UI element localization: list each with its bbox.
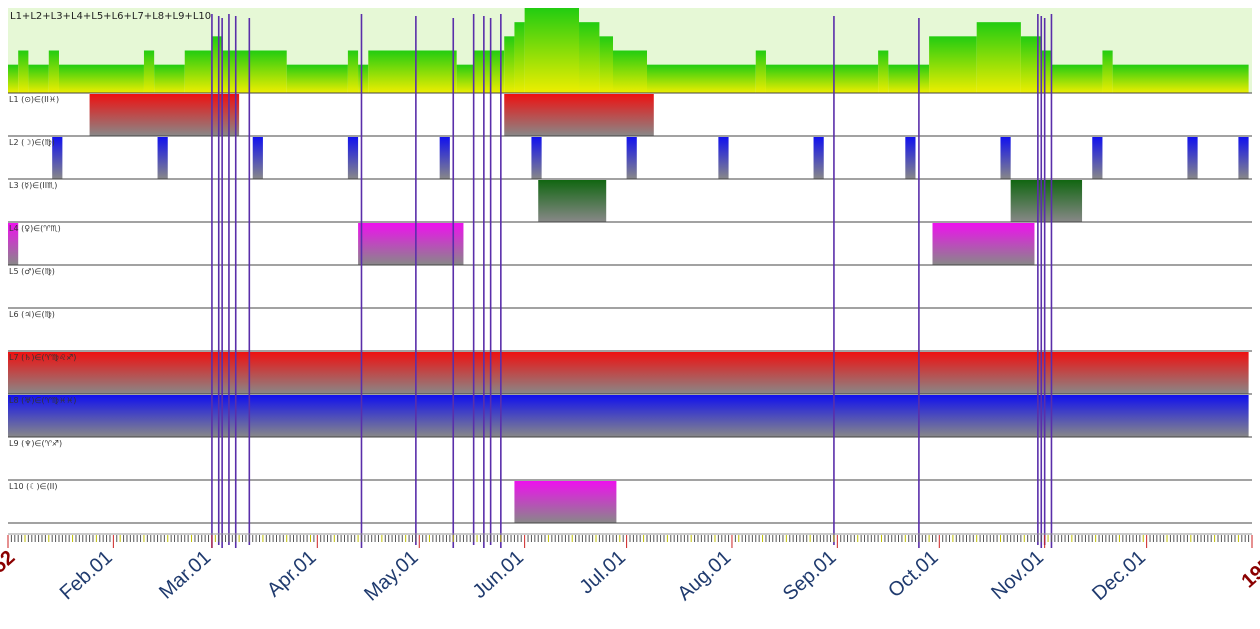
row-labels: L1+L2+L3+L4+L5+L6+L7+L8+L9+L10 L1 (⊙)∈(II… — [9, 11, 211, 491]
axis-year-end-label: 1953 — [1238, 546, 1260, 592]
row-segment — [626, 137, 637, 179]
axis-tick-label: Dec.01 — [1088, 546, 1150, 605]
row-segment — [8, 352, 1249, 394]
sum-step — [154, 64, 185, 93]
row-segment — [8, 223, 19, 265]
sum-step — [1102, 50, 1113, 93]
row-segment — [1238, 137, 1249, 179]
row-segment — [1000, 137, 1011, 179]
sum-step — [579, 22, 600, 94]
row-segment — [1092, 137, 1103, 179]
axis-tick-label: Apr.01 — [263, 546, 321, 601]
axis-tick-label: Mar.01 — [155, 546, 215, 603]
row-segment — [347, 137, 359, 179]
sum-step — [514, 22, 525, 94]
axis-year-start-label: 1952 — [0, 546, 19, 592]
sum-step — [368, 50, 457, 93]
sum-step — [888, 64, 930, 93]
row-label: L2 (☽)∈(♍) — [9, 138, 55, 147]
row-label: L9 (♆)∈(♈♐) — [9, 439, 62, 448]
axis-tick-label: Aug.01 — [673, 546, 735, 605]
row-segment — [932, 223, 1035, 265]
row-segment — [514, 481, 617, 523]
sum-step — [18, 50, 29, 93]
sum-step — [599, 36, 614, 93]
sum-step — [1112, 64, 1249, 93]
axis-tick-label: Sep.01 — [779, 546, 841, 605]
axis-tick-label: Jul.01 — [576, 546, 630, 598]
sum-step — [473, 50, 505, 93]
sum-step — [358, 64, 369, 93]
row-segment — [439, 137, 450, 179]
row-segment — [813, 137, 824, 179]
axis-tick-label: Oct.01 — [884, 546, 943, 602]
sum-row-label: L1+L2+L3+L4+L5+L6+L7+L8+L9+L10 — [10, 11, 211, 22]
sum-step — [1020, 36, 1042, 93]
row-bands — [8, 94, 1252, 524]
axis-tick-label: Nov.01 — [987, 546, 1048, 604]
event-lines — [211, 14, 1053, 548]
sum-step — [143, 50, 155, 93]
sum-step — [755, 50, 766, 93]
row-segment — [358, 223, 464, 265]
row-label: L3 (☿)∈(II♏) — [9, 181, 57, 190]
row-segment — [89, 94, 240, 136]
row-label: L10 (☾)∈(II) — [9, 482, 58, 491]
sum-step — [878, 50, 889, 93]
row-segment — [157, 137, 168, 179]
sum-step — [976, 22, 1021, 94]
sum-step — [613, 50, 647, 93]
row-segment — [718, 137, 729, 179]
row-segment — [504, 94, 654, 136]
sum-step — [222, 50, 287, 93]
sum-step — [28, 64, 49, 93]
sum-step — [8, 64, 19, 93]
sum-step — [347, 50, 359, 93]
sum-step — [765, 64, 879, 93]
sum-step — [184, 50, 212, 93]
sum-step — [1041, 50, 1052, 93]
row-label: L6 (♃)∈(♍) — [9, 310, 55, 319]
sum-step — [524, 8, 580, 93]
row-label: L7 (♄)∈(♈♍♌♐) — [9, 353, 76, 362]
sum-step — [1051, 64, 1103, 93]
row-segment — [1010, 180, 1083, 222]
axis-tick-label: May.01 — [360, 546, 422, 605]
sum-step — [286, 64, 348, 93]
row-segment — [531, 137, 542, 179]
row-segment — [252, 137, 263, 179]
sum-step — [646, 64, 756, 93]
row-label: L4 (♀)∈(♈♏) — [9, 224, 61, 233]
axis-tick-label: Jun.01 — [469, 546, 528, 603]
sum-step — [504, 36, 515, 93]
row-segment — [1187, 137, 1198, 179]
time-axis: Feb.01 Mar.01 Apr.01 May.01 Jun.01 Jul.01 Aug.… — [0, 533, 1260, 606]
sum-step — [456, 64, 474, 93]
sum-step — [58, 64, 144, 93]
sum-step — [48, 50, 59, 93]
axis-tick-label: Feb.01 — [56, 546, 117, 604]
row-label: L1 (⊙)∈(II♓) — [9, 95, 59, 104]
sum-step — [929, 36, 977, 93]
row-segment — [905, 137, 916, 179]
row-segment — [52, 137, 63, 179]
row-label: L5 (♂)∈(♍) — [9, 267, 55, 276]
sum-step — [211, 36, 223, 93]
row-label: L8 (♅)∈(♈♍♓♓) — [9, 396, 76, 405]
row-segment — [8, 395, 1249, 437]
row-segment — [538, 180, 607, 222]
